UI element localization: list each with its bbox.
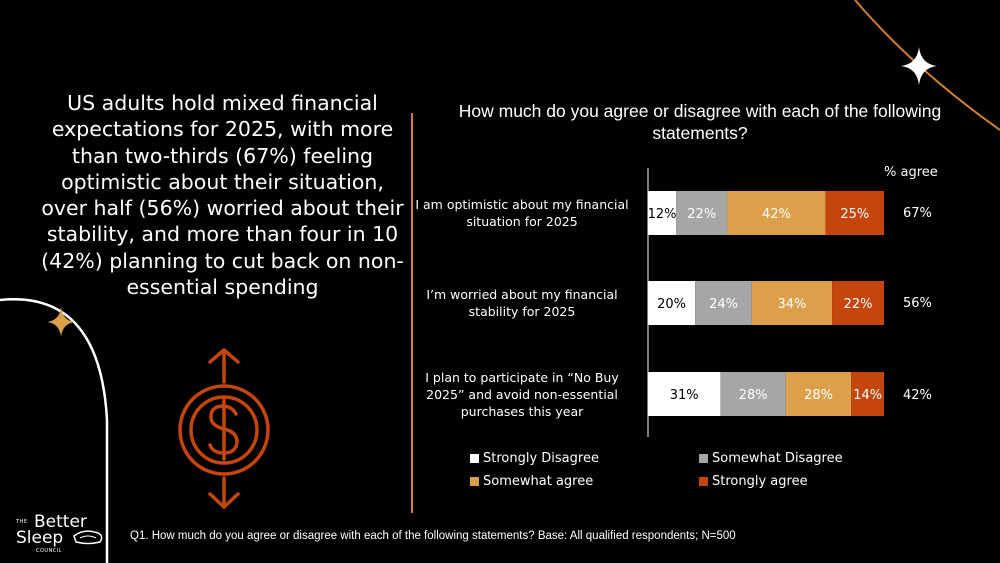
sparkle-star-icon xyxy=(901,47,937,85)
bar-segment-somewhat-agree-3 xyxy=(785,372,852,416)
legend-label: Strongly Disagree xyxy=(483,451,599,466)
bar-segment-somewhat-agree-2 xyxy=(751,281,833,325)
statement-label-line: I am optimistic about my financial xyxy=(415,197,629,212)
agree-column-header: % agree xyxy=(884,165,938,180)
data-label-somewhat-agree-3: 28% xyxy=(804,388,833,403)
data-label-somewhat-disagree-3: 28% xyxy=(739,388,768,403)
data-label-strongly-agree-1: 25% xyxy=(840,207,869,222)
bar-segment-strongly-agree-3 xyxy=(851,372,884,416)
better-sleep-council-logo: THE Better Sleep COUNCIL xyxy=(14,514,124,554)
logo-better-text: Better xyxy=(34,512,87,532)
data-label-strongly-agree-3: 14% xyxy=(853,388,882,403)
bar-segment-somewhat-disagree-3 xyxy=(720,372,786,416)
statement-label-line: I plan to participate in “No Buy xyxy=(425,370,619,385)
agree-total-1: 67% xyxy=(903,206,932,221)
legend-swatch xyxy=(699,454,708,463)
bar-segment-somewhat-disagree-1 xyxy=(676,191,728,235)
left-white-arc xyxy=(0,298,109,563)
data-label-somewhat-agree-1: 42% xyxy=(762,207,791,222)
bar-segment-strongly-disagree-3 xyxy=(648,372,721,416)
headline-text: US adults hold mixed financial expectati… xyxy=(41,91,404,300)
bar-segment-strongly-disagree-1 xyxy=(648,191,677,235)
logo-council-text: COUNCIL xyxy=(36,548,63,554)
legend-label: Somewhat agree xyxy=(483,474,594,489)
sparkle-star-icon xyxy=(47,307,75,337)
bar-segment-strongly-agree-2 xyxy=(832,281,884,325)
statement-label-line: 2025” and avoid non-essential xyxy=(426,387,618,402)
legend-swatch xyxy=(699,477,708,486)
logo-pillow-icon xyxy=(73,530,103,545)
vertical-divider xyxy=(411,113,413,513)
dollar-up-down-arrows-icon xyxy=(178,348,270,509)
agree-total-3: 42% xyxy=(903,388,932,403)
agree-total-2: 56% xyxy=(903,296,932,311)
logo-the-text: THE xyxy=(16,519,28,525)
data-label-strongly-disagree-3: 31% xyxy=(670,388,699,403)
legend-item-somewhat-agree: Somewhat agree xyxy=(470,474,593,489)
statement-label-2: I’m worried about my financial stability… xyxy=(402,286,642,320)
legend-item-strongly-agree: Strongly agree xyxy=(699,474,808,489)
statement-label-line: I’m worried about my financial xyxy=(426,287,618,302)
bar-segment-somewhat-agree-1 xyxy=(727,191,826,235)
data-label-strongly-disagree-1: 12% xyxy=(648,207,677,222)
data-label-somewhat-disagree-1: 22% xyxy=(687,207,716,222)
bar-segment-strongly-disagree-2 xyxy=(648,281,696,325)
legend-label: Somewhat Disagree xyxy=(712,451,843,466)
statement-label-3: I plan to participate in “No Buy 2025” a… xyxy=(402,369,642,420)
legend-swatch xyxy=(470,477,479,486)
legend-item-somewhat-disagree: Somewhat Disagree xyxy=(699,451,843,466)
data-label-somewhat-disagree-2: 24% xyxy=(709,297,738,312)
bar-segment-somewhat-disagree-2 xyxy=(695,281,752,325)
bar-segment-strongly-agree-1 xyxy=(825,191,884,235)
footnote: Q1. How much do you agree or disagree wi… xyxy=(130,530,736,542)
legend-swatch xyxy=(470,454,479,463)
data-label-strongly-agree-2: 22% xyxy=(844,297,873,312)
data-label-strongly-disagree-2: 20% xyxy=(657,297,686,312)
statement-label-line: stability for 2025 xyxy=(468,304,576,319)
legend-item-strongly-disagree: Strongly Disagree xyxy=(470,451,599,466)
statement-label-1: I am optimistic about my financial situa… xyxy=(402,196,642,230)
statement-label-line: situation for 2025 xyxy=(466,214,578,229)
data-label-somewhat-agree-2: 34% xyxy=(778,297,807,312)
chart-title: How much do you agree or disagree with e… xyxy=(458,101,942,143)
bars-layer: 12% 22% 42% 25% 20% 24% 34% 22% 31% 28% 28% 14% xyxy=(648,191,884,416)
legend-label: Strongly agree xyxy=(712,474,808,489)
statement-label-line: purchases this year xyxy=(460,404,584,419)
logo-sleep-text: Sleep xyxy=(16,528,64,548)
